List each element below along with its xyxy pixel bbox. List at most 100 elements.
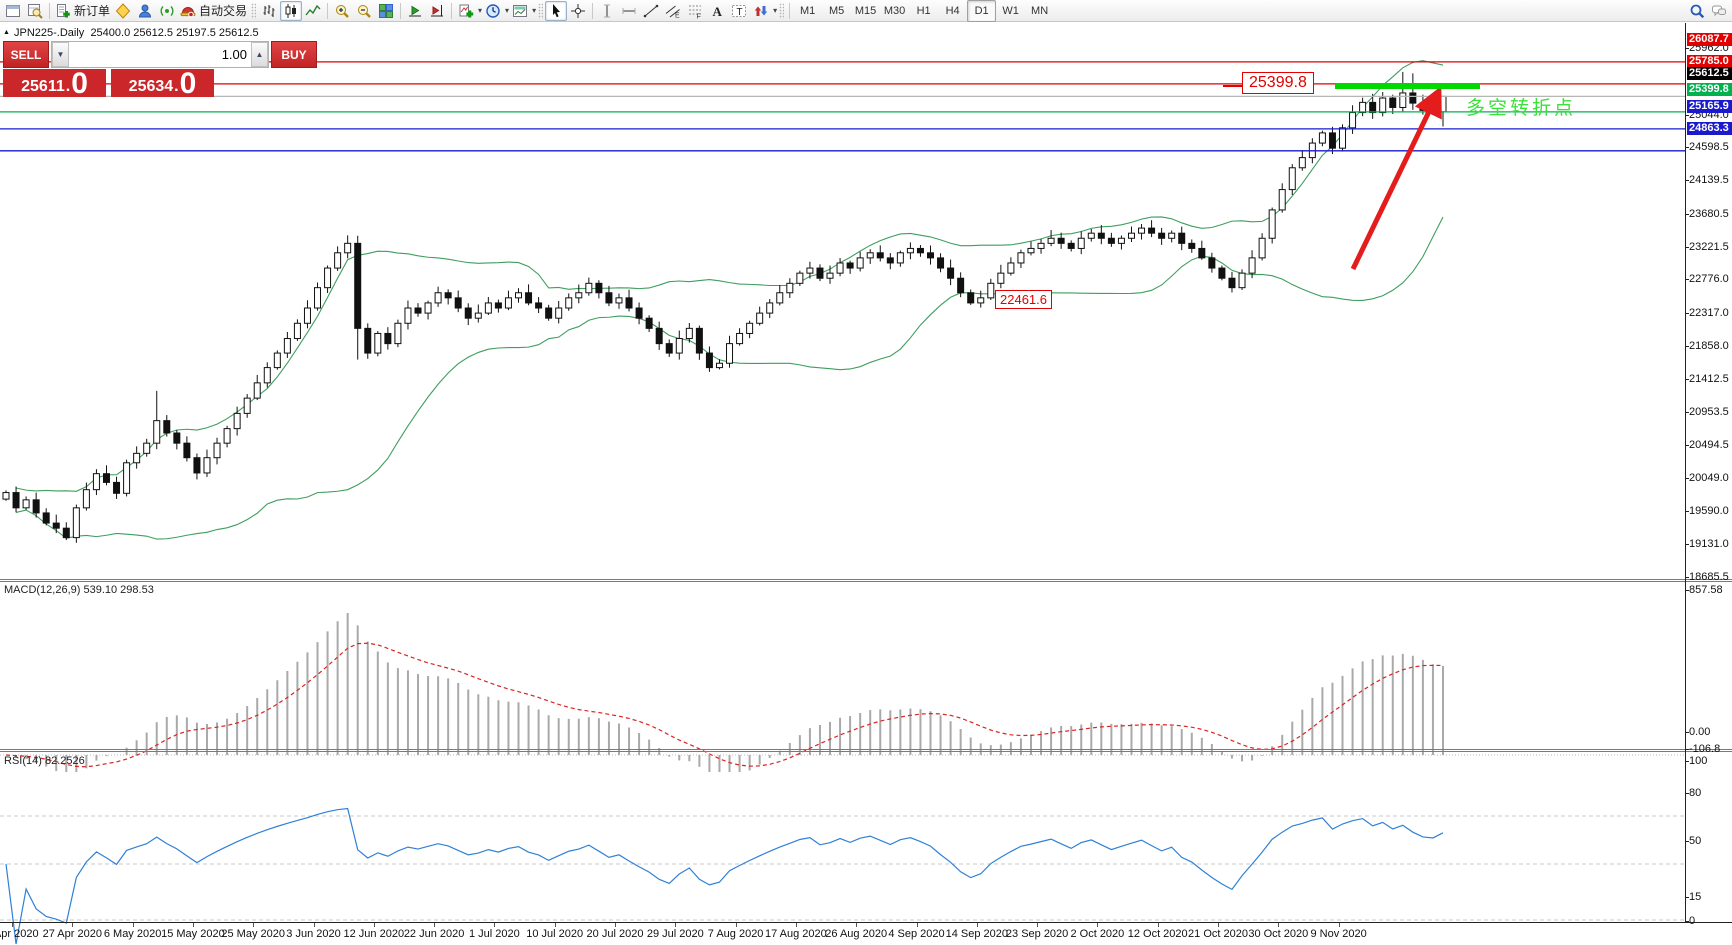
- svg-text:F: F: [697, 13, 701, 19]
- price-level-label[interactable]: 25399.8: [1242, 72, 1314, 94]
- indicators-icon[interactable]: [455, 1, 477, 21]
- fibonacci-icon[interactable]: F: [684, 1, 706, 21]
- date-axis-label: 27 Apr 2020: [42, 928, 102, 940]
- price-marker-label: 25399.8: [1687, 82, 1732, 96]
- arrows-icon[interactable]: [750, 1, 772, 21]
- autotrading-button[interactable]: 自动交易: [178, 1, 249, 21]
- volume-increase-button[interactable]: ▲: [251, 42, 268, 67]
- vertical-line-icon[interactable]: [596, 1, 618, 21]
- chart-shift-icon[interactable]: [426, 1, 448, 21]
- timeframe-button-M30[interactable]: M30: [883, 4, 906, 17]
- price-axis-label: 20494.5: [1689, 439, 1729, 452]
- pane-splitter[interactable]: [0, 581, 1732, 582]
- bar-chart-icon[interactable]: [258, 1, 280, 21]
- pane-splitter[interactable]: [0, 751, 1732, 752]
- timeframe-button-W1[interactable]: W1: [1002, 4, 1019, 17]
- date-axis-label: 2 Oct 2020: [1070, 928, 1125, 940]
- buy-price-pips: 0: [179, 69, 197, 97]
- buy-price-int: 25634: [128, 78, 174, 95]
- candlestick-chart-icon[interactable]: [280, 0, 303, 21]
- templates-icon-dropdown[interactable]: ▾: [532, 6, 537, 15]
- date-axis-label: 1 Jul 2020: [469, 928, 520, 940]
- sell-price-pips: 0: [71, 69, 88, 97]
- macd-axis-label: 857.58: [1689, 583, 1723, 596]
- svg-text:T: T: [737, 7, 743, 18]
- buy-button[interactable]: BUY: [271, 41, 317, 68]
- price-axis-label: 24139.5: [1689, 174, 1729, 187]
- search-icon[interactable]: [1686, 1, 1708, 21]
- indicators-icon-dropdown[interactable]: ▾: [478, 6, 483, 15]
- rsi-axis-label: 100: [1689, 755, 1708, 767]
- zoom-out-icon[interactable]: [353, 1, 375, 21]
- timeframe-button-M15[interactable]: M15: [854, 4, 877, 17]
- toolbar-grip[interactable]: [779, 2, 785, 19]
- text-label-icon[interactable]: T: [728, 1, 750, 21]
- tile-windows-icon[interactable]: [375, 1, 397, 21]
- volume-decrease-button[interactable]: ▼: [52, 42, 69, 67]
- rsi-pane[interactable]: [0, 776, 1685, 945]
- zoom-in-icon[interactable]: [331, 1, 353, 21]
- periods-icon-dropdown[interactable]: ▾: [505, 6, 510, 15]
- rsi-axis-label: 15: [1689, 891, 1702, 903]
- crosshair-icon[interactable]: [567, 1, 589, 21]
- highlight-bar[interactable]: [1335, 83, 1480, 89]
- pane-splitter[interactable]: [0, 579, 1732, 580]
- templates-icon[interactable]: [509, 1, 531, 21]
- timeframe-button-D1[interactable]: D1: [967, 0, 997, 22]
- date-axis-label: 14 Sep 2020: [945, 928, 1008, 940]
- toolbar-separator: [592, 2, 594, 19]
- one-click-trading-panel: SELL ▼ ▲ BUY 25611 . 0 25634 . 0: [3, 41, 317, 97]
- print-preview-icon[interactable]: [24, 1, 46, 21]
- timeframe-button-M5[interactable]: M5: [828, 4, 845, 17]
- price-chart-pane[interactable]: [0, 48, 1685, 604]
- date-axis-label: 6 May 2020: [103, 928, 162, 940]
- trendline-icon[interactable]: [640, 1, 662, 21]
- window-collapse-icon[interactable]: ▲: [3, 29, 10, 36]
- text-icon[interactable]: A: [706, 1, 728, 21]
- date-axis-label: 17 Aug 2020: [764, 928, 827, 940]
- price-axis-label: 20049.0: [1689, 471, 1729, 484]
- chat-icon[interactable]: [1708, 1, 1730, 21]
- sell-button[interactable]: SELL: [3, 41, 49, 68]
- metaeditor-icon[interactable]: [112, 1, 134, 21]
- volume-input[interactable]: [69, 42, 251, 67]
- date-axis-label: 15 May 2020: [161, 928, 225, 940]
- arrows-icon-dropdown[interactable]: ▾: [773, 6, 778, 15]
- signals-icon[interactable]: [156, 1, 178, 21]
- chart-window-icon[interactable]: [2, 1, 24, 21]
- periods-icon[interactable]: [482, 1, 504, 21]
- line-chart-icon[interactable]: [302, 1, 324, 21]
- macd-pane[interactable]: [0, 605, 1685, 773]
- sell-price-display[interactable]: 25611 . 0: [3, 69, 106, 97]
- date-axis-label: 7 Apr 2020: [0, 928, 39, 940]
- date-axis-label: 10 Jul 2020: [526, 928, 584, 940]
- new-order-button[interactable]: 新订单: [53, 1, 112, 21]
- date-axis-label: 12 Oct 2020: [1127, 928, 1188, 940]
- channel-icon[interactable]: E: [662, 1, 684, 21]
- toolbar-grip[interactable]: [251, 2, 257, 19]
- turning-point-note[interactable]: 多空转折点: [1466, 98, 1577, 119]
- price-marker-label: 26087.7: [1687, 32, 1732, 46]
- auto-scroll-icon[interactable]: [404, 1, 426, 21]
- horizontal-line-icon[interactable]: [618, 1, 640, 21]
- timeframe-button-H4[interactable]: H4: [945, 4, 960, 17]
- cursor-icon[interactable]: [545, 0, 568, 21]
- timeframe-button-H1[interactable]: H1: [916, 4, 931, 17]
- date-axis-label: 22 Jun 2020: [403, 928, 465, 940]
- timeframe-button-MN[interactable]: MN: [1031, 4, 1049, 17]
- price-axis-label: 23680.5: [1689, 207, 1729, 220]
- price-axis-label: 18685.5: [1689, 570, 1729, 583]
- price-axis-label: 19131.0: [1689, 538, 1729, 551]
- buy-price-display[interactable]: 25634 . 0: [111, 69, 214, 97]
- mid-price-label[interactable]: 22461.6: [995, 290, 1052, 309]
- rsi-axis-label: 80: [1689, 787, 1702, 799]
- date-axis-label: 23 Sep 2020: [1005, 928, 1069, 940]
- pane-splitter[interactable]: [0, 749, 1732, 750]
- toolbar-grip[interactable]: [538, 2, 544, 19]
- timeframe-button-M1[interactable]: M1: [799, 4, 816, 17]
- price-axis-label: 22776.0: [1689, 273, 1729, 286]
- price-marker-label: 24863.3: [1687, 121, 1732, 135]
- date-axis-label: 30 Oct 2020: [1248, 928, 1309, 940]
- market-icon[interactable]: [134, 1, 156, 21]
